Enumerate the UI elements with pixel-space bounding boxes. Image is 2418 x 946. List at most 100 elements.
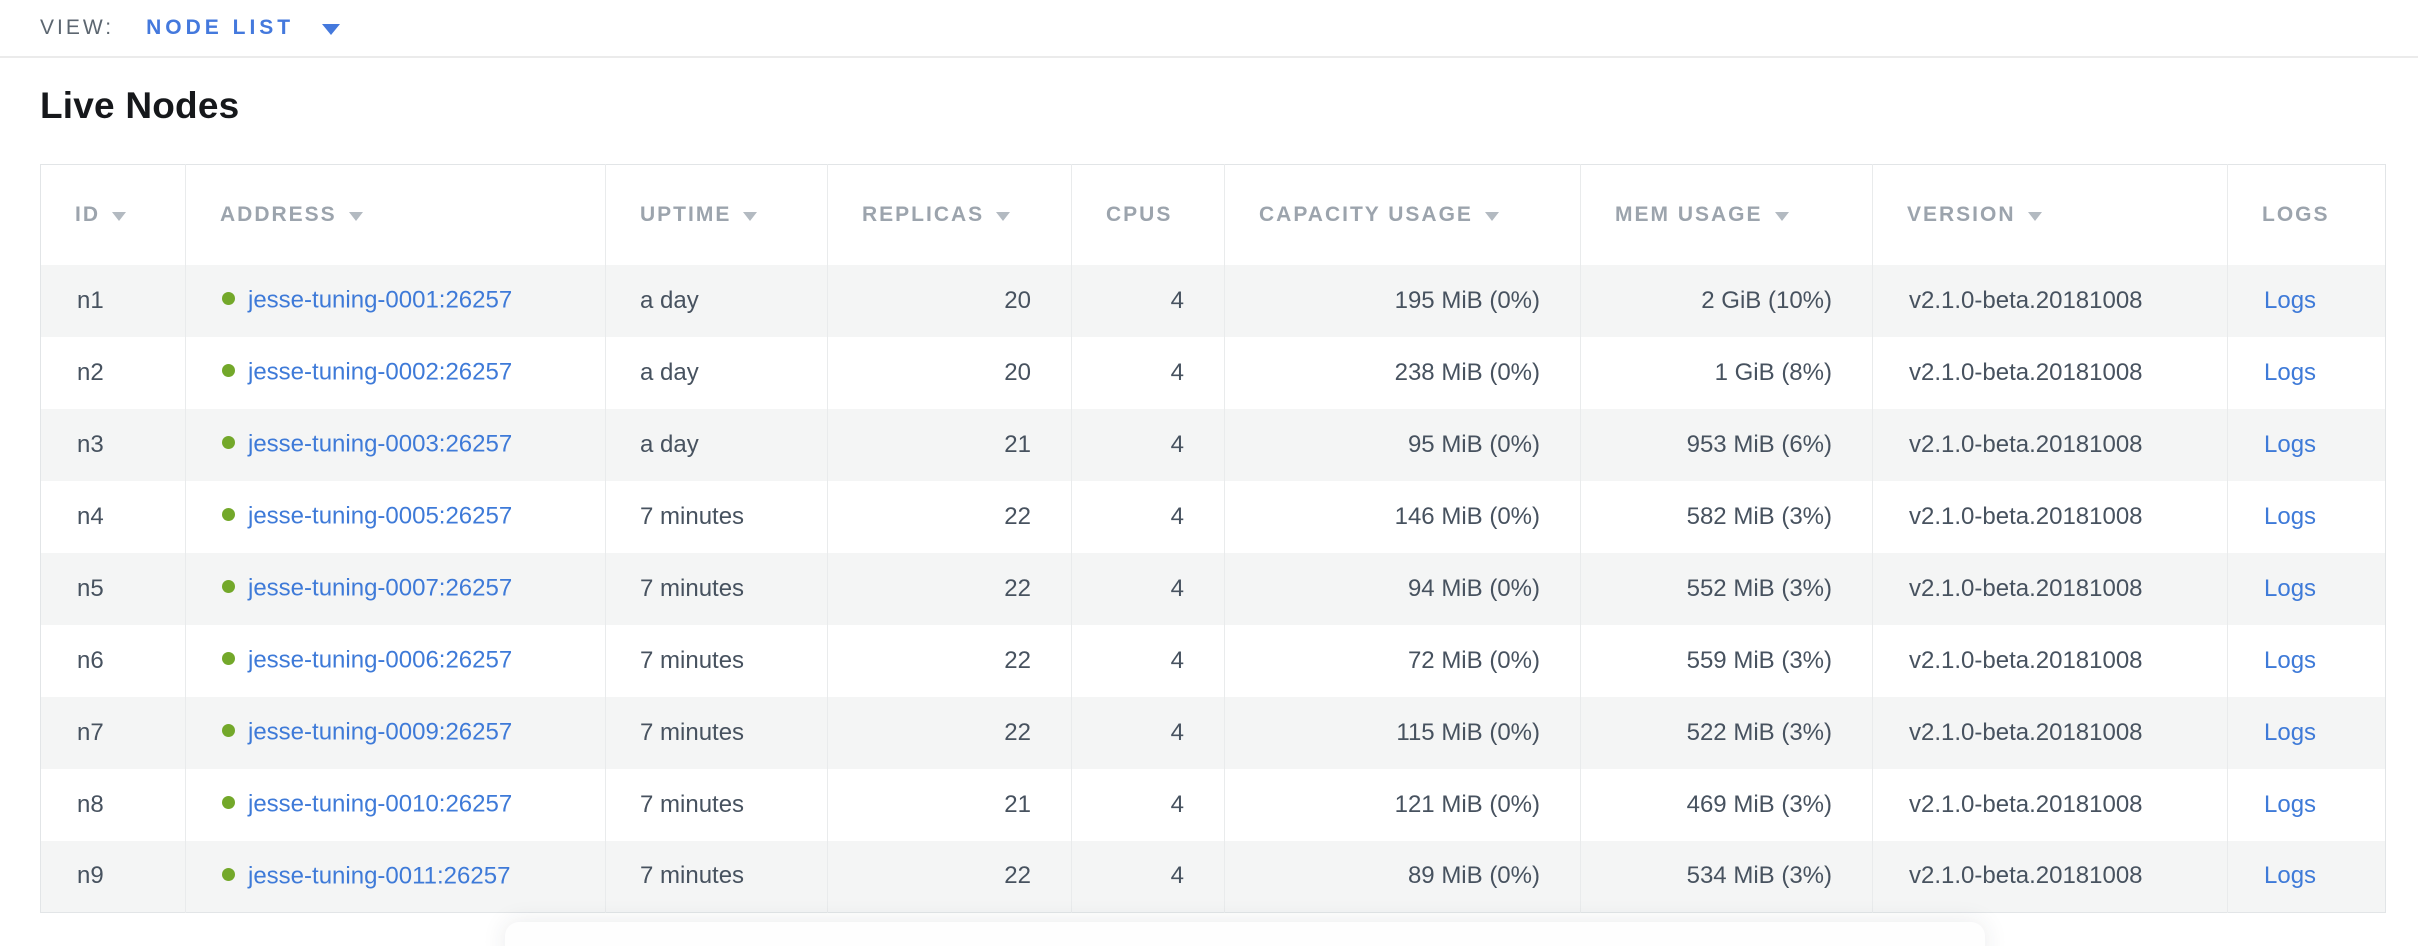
table-row: n8 jesse-tuning-0010:26257 7 minutes 21 … (41, 768, 2386, 841)
column-header-capacity-usage[interactable]: CAPACITY USAGE (1224, 164, 1581, 265)
node-mem-usage-cell: 552 MiB (3%) (1580, 552, 1873, 625)
view-selector-bar: VIEW: NODE LIST (0, 0, 2418, 58)
node-replicas-cell: 21 (827, 768, 1072, 841)
node-mem-usage-cell: 1 GiB (8%) (1580, 336, 1873, 409)
sort-desc-icon (348, 211, 363, 221)
logs-link[interactable]: Logs (2264, 502, 2317, 530)
node-address-cell: jesse-tuning-0011:26257 (185, 840, 606, 913)
node-address-link[interactable]: jesse-tuning-0006:26257 (248, 646, 513, 674)
node-live-status-icon (222, 796, 235, 810)
logs-link[interactable]: Logs (2264, 430, 2317, 458)
node-capacity-usage-cell: 89 MiB (0%) (1224, 840, 1581, 913)
node-mem-usage-cell: 2 GiB (10%) (1580, 264, 1873, 337)
table-row: n2 jesse-tuning-0002:26257 a day 20 4 23… (41, 336, 2386, 409)
node-uptime-cell: a day (605, 408, 828, 481)
view-dropdown[interactable]: NODE LIST (146, 16, 341, 40)
node-capacity-usage-cell: 72 MiB (0%) (1224, 624, 1581, 697)
node-replicas-cell: 22 (827, 840, 1072, 913)
column-header-mem-usage[interactable]: MEM USAGE (1580, 164, 1873, 265)
node-capacity-usage-cell: 115 MiB (0%) (1224, 696, 1581, 769)
node-replicas-cell: 22 (827, 696, 1072, 769)
node-uptime-cell: 7 minutes (605, 480, 828, 553)
table-row: n4 jesse-tuning-0005:26257 7 minutes 22 … (41, 480, 2386, 553)
node-address-link[interactable]: jesse-tuning-0005:26257 (248, 502, 513, 530)
node-address-link[interactable]: jesse-tuning-0003:26257 (248, 430, 513, 458)
node-capacity-usage-cell: 121 MiB (0%) (1224, 768, 1581, 841)
node-cpus-cell: 4 (1071, 264, 1225, 337)
sort-desc-icon (112, 211, 126, 221)
live-nodes-table-body: n1 jesse-tuning-0001:26257 a day 20 4 19… (40, 264, 2386, 913)
node-version-cell: v2.1.0-beta.20181008 (1872, 840, 2228, 913)
logs-link[interactable]: Logs (2264, 790, 2317, 818)
logs-link[interactable]: Logs (2264, 358, 2317, 386)
logs-link[interactable]: Logs (2264, 574, 2317, 602)
node-uptime-cell: 7 minutes (605, 624, 828, 697)
node-logs-cell: Logs (2227, 552, 2386, 625)
node-address-link[interactable]: jesse-tuning-0009:26257 (248, 718, 513, 746)
sort-desc-icon (1774, 211, 1789, 221)
logs-link[interactable]: Logs (2264, 646, 2317, 674)
column-header-version[interactable]: VERSION (1872, 164, 2228, 265)
column-header-uptime[interactable]: UPTIME (605, 164, 828, 265)
node-live-status-icon (222, 868, 235, 882)
node-logs-cell: Logs (2227, 264, 2386, 337)
node-id-cell: n1 (77, 286, 104, 314)
node-uptime-cell: 7 minutes (605, 552, 828, 625)
table-row: n5 jesse-tuning-0007:26257 7 minutes 22 … (40, 552, 2386, 625)
node-logs-cell: Logs (2227, 336, 2386, 409)
table-row: n9 jesse-tuning-0011:26257 7 minutes 22 … (40, 840, 2386, 913)
node-logs-cell: Logs (2227, 768, 2386, 841)
node-replicas-cell: 20 (827, 264, 1072, 337)
node-uptime-cell: a day (605, 336, 828, 409)
node-live-status-icon (222, 652, 235, 666)
node-live-status-icon (222, 580, 235, 594)
node-version-cell: v2.1.0-beta.20181008 (1872, 624, 2228, 697)
node-mem-usage-cell: 953 MiB (6%) (1580, 408, 1873, 481)
node-uptime-cell: 7 minutes (605, 696, 828, 769)
table-header: ID ADDRESS UPTIME REPLICAS CPUS CAPACITY… (40, 164, 2386, 265)
sort-desc-icon (743, 211, 758, 221)
column-header-address[interactable]: ADDRESS (185, 164, 606, 265)
logs-link[interactable]: Logs (2264, 718, 2317, 746)
sort-desc-icon (2027, 211, 2042, 221)
node-address-link[interactable]: jesse-tuning-0011:26257 (248, 862, 511, 890)
node-cpus-cell: 4 (1071, 768, 1225, 841)
node-version-cell: v2.1.0-beta.20181008 (1872, 696, 2228, 769)
table-row: n6 jesse-tuning-0006:26257 7 minutes 22 … (41, 624, 2386, 697)
node-address-link[interactable]: jesse-tuning-0002:26257 (248, 358, 513, 386)
node-uptime-cell: a day (605, 264, 828, 337)
node-id-cell: n6 (77, 646, 104, 674)
node-cpus-cell: 4 (1071, 480, 1225, 553)
node-capacity-usage-cell: 94 MiB (0%) (1224, 552, 1581, 625)
node-address-link[interactable]: jesse-tuning-0001:26257 (248, 286, 513, 314)
node-cpus-cell: 4 (1071, 696, 1225, 769)
node-address-link[interactable]: jesse-tuning-0007:26257 (248, 574, 513, 602)
node-id-cell: n2 (77, 358, 104, 386)
node-address-link[interactable]: jesse-tuning-0010:26257 (248, 790, 513, 818)
node-capacity-usage-cell: 195 MiB (0%) (1224, 264, 1581, 337)
live-nodes-table: ID ADDRESS UPTIME REPLICAS CPUS CAPACITY… (40, 164, 2386, 913)
node-id-cell: n4 (77, 502, 104, 530)
node-address-cell: jesse-tuning-0010:26257 (185, 768, 606, 841)
node-version-cell: v2.1.0-beta.20181008 (1872, 336, 2228, 409)
table-row: n1 jesse-tuning-0001:26257 a day 20 4 19… (40, 264, 2386, 337)
node-replicas-cell: 22 (827, 480, 1072, 553)
logs-link[interactable]: Logs (2264, 862, 2317, 890)
column-header-id[interactable]: ID (40, 164, 186, 265)
node-version-cell: v2.1.0-beta.20181008 (1872, 480, 2228, 553)
node-version-cell: v2.1.0-beta.20181008 (1872, 552, 2228, 625)
node-logs-cell: Logs (2227, 696, 2386, 769)
node-uptime-cell: 7 minutes (605, 768, 828, 841)
sort-desc-icon (1484, 211, 1499, 221)
node-mem-usage-cell: 522 MiB (3%) (1580, 696, 1873, 769)
node-live-status-icon (222, 436, 235, 450)
logs-link[interactable]: Logs (2264, 286, 2317, 314)
node-id-cell: n7 (77, 718, 104, 746)
node-id-cell: n5 (77, 574, 104, 602)
view-label: VIEW: (40, 16, 115, 39)
node-capacity-usage-cell: 238 MiB (0%) (1224, 336, 1581, 409)
page-title: Live Nodes (40, 85, 240, 126)
column-header-replicas[interactable]: REPLICAS (827, 164, 1072, 265)
node-live-status-icon (222, 508, 235, 522)
